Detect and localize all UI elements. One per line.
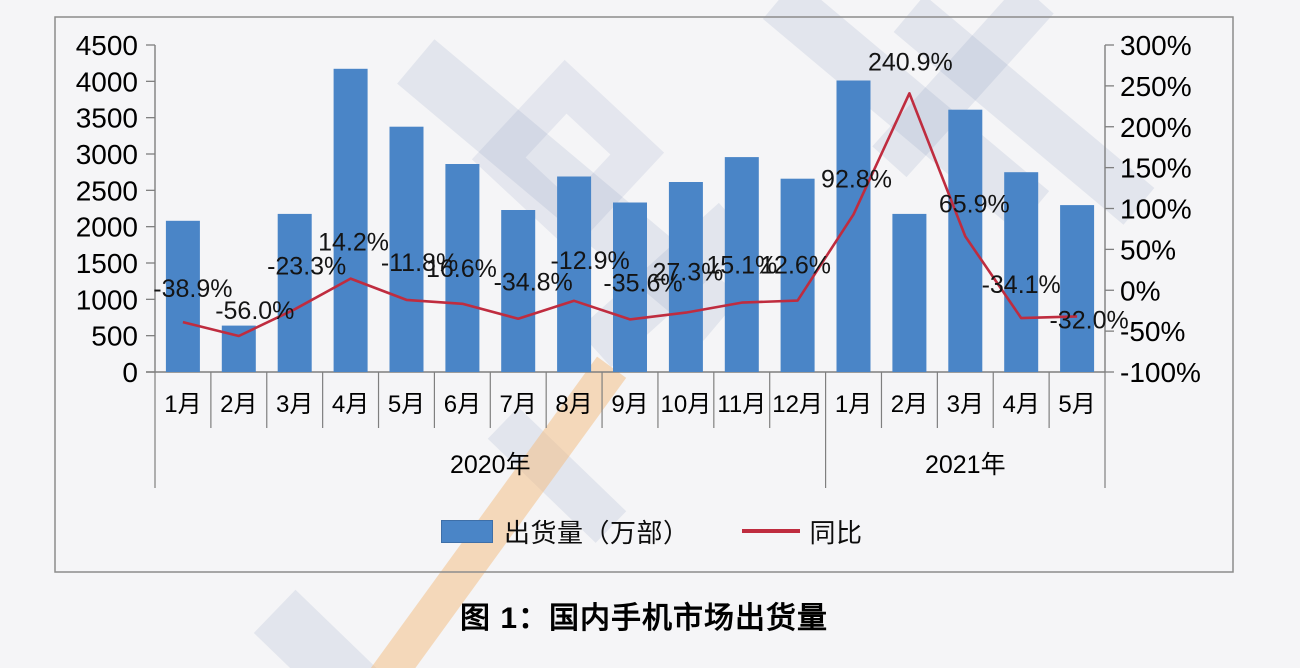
left-axis-tick-label: 1500 xyxy=(76,248,138,279)
bar-2020年-10月 xyxy=(668,182,703,372)
right-axis-tick-label: 150% xyxy=(1120,153,1192,184)
x-tick-label: 7月 xyxy=(500,391,537,418)
right-axis-tick-label: -50% xyxy=(1120,316,1185,347)
group-label-2020: 2020年 xyxy=(450,451,531,479)
yoy-data-label: -34.8% xyxy=(494,269,573,297)
yoy-data-label: -23.3% xyxy=(267,252,346,280)
bar-2021年-4月 xyxy=(1004,172,1039,372)
x-tick-label: 3月 xyxy=(947,391,984,418)
yoy-data-label: 240.9% xyxy=(868,48,953,76)
legend: 出货量（万部） 同比 xyxy=(441,516,863,548)
left-axis-tick-label: 3500 xyxy=(76,103,138,134)
left-axis-tick-label: 2000 xyxy=(76,212,138,243)
yoy-data-label: 16.6% xyxy=(426,255,497,283)
legend-bar-label: 出货量（万部） xyxy=(504,517,690,548)
bar-2021年-3月 xyxy=(948,109,983,372)
bar-2020年-11月 xyxy=(724,157,759,372)
right-axis-tick-label: 100% xyxy=(1120,194,1192,225)
right-axis-tick-label: 0% xyxy=(1120,275,1160,306)
x-tick-label: 8月 xyxy=(555,391,592,418)
yoy-line xyxy=(182,92,1078,338)
yoy-data-label: 27.3% xyxy=(652,259,723,287)
legend-bar-swatch xyxy=(441,519,493,543)
right-axis-tick-label: 300% xyxy=(1120,30,1192,61)
left-axis-tick-label: 4500 xyxy=(76,30,138,61)
x-tick-label: 6月 xyxy=(444,391,481,418)
left-axis-tick-label: 1000 xyxy=(76,284,138,315)
x-tick-label: 5月 xyxy=(388,391,425,418)
right-axis-tick-label: 200% xyxy=(1120,112,1192,143)
bar-2020年-4月 xyxy=(333,68,368,373)
bar-2020年-12月 xyxy=(780,178,815,372)
yoy-data-label: -32.0% xyxy=(1049,306,1128,334)
bar-2021年-1月 xyxy=(836,80,871,372)
left-axis-tick-label: 500 xyxy=(91,321,138,352)
bar-2020年-3月 xyxy=(277,213,312,372)
x-tick-label: 3月 xyxy=(276,391,313,418)
bar-2020年-5月 xyxy=(389,126,424,372)
group-label-2021: 2021年 xyxy=(925,451,1006,479)
bar-2021年-5月 xyxy=(1060,205,1095,372)
bar-2020年-9月 xyxy=(613,202,647,372)
bar-2021年-2月 xyxy=(892,213,927,372)
yoy-data-label: 92.8% xyxy=(821,165,892,193)
right-axis-tick-label: 50% xyxy=(1120,234,1176,265)
bar-2020年-6月 xyxy=(445,164,480,372)
x-tick-label: 4月 xyxy=(1003,391,1040,418)
yoy-data-label: 14.2% xyxy=(318,229,389,257)
right-axis-tick-label: 250% xyxy=(1120,71,1192,102)
x-tick-label: 11月 xyxy=(717,391,766,418)
bar-2020年-1月 xyxy=(165,220,200,372)
x-tick-label: 2月 xyxy=(891,391,928,418)
x-tick-label: 10月 xyxy=(661,391,712,418)
yoy-data-label: -56.0% xyxy=(215,297,294,325)
yoy-data-label: -11.8% xyxy=(381,249,458,277)
x-tick-label: 5月 xyxy=(1058,391,1095,418)
right-axis-tick-label: -100% xyxy=(1120,357,1201,388)
yoy-data-label: -38.9% xyxy=(153,275,232,303)
yoy-data-label: -34.1% xyxy=(982,271,1061,299)
yoy-data-label: 12.6% xyxy=(760,252,831,280)
yoy-data-label: -12.9% xyxy=(550,247,629,275)
left-axis-tick-label: 4000 xyxy=(76,66,138,97)
x-tick-label: 2月 xyxy=(220,391,257,418)
left-axis-tick-label: 2500 xyxy=(76,175,138,206)
bar-2020年-8月 xyxy=(557,176,592,372)
figure-caption: 图 1：国内手机市场出货量 xyxy=(459,602,829,635)
bar-2020年-7月 xyxy=(501,210,536,372)
x-tick-label: 12月 xyxy=(772,391,823,418)
left-axis-tick-label: 0 xyxy=(122,357,138,388)
x-tick-label: 9月 xyxy=(611,391,648,418)
x-tick-label: 1月 xyxy=(164,391,201,418)
yoy-data-label: -35.6% xyxy=(603,269,682,297)
left-axis-tick-label: 3000 xyxy=(76,139,138,170)
legend-line-label: 同比 xyxy=(809,517,863,548)
yoy-data-label: 65.9% xyxy=(939,190,1010,218)
yoy-data-label: 15.1% xyxy=(706,252,777,280)
x-tick-label: 1月 xyxy=(835,391,872,418)
legend-line-swatch xyxy=(741,529,800,533)
x-tick-label: 4月 xyxy=(332,391,369,418)
chart-frame xyxy=(54,16,1234,573)
